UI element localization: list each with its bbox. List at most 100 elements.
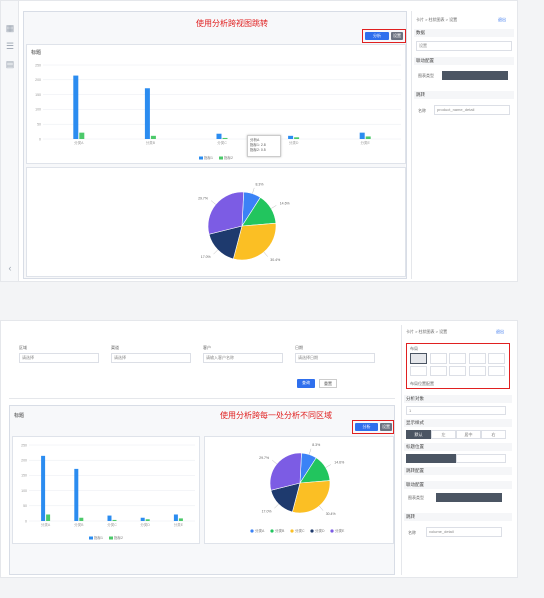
seg-option[interactable]: 居中 [456, 430, 481, 439]
grid-icon[interactable]: ▦ [5, 23, 15, 33]
panel-chart-type-toggle[interactable] [442, 71, 508, 80]
legend-label: 分类E [335, 528, 345, 533]
panel-row-label: 图表类型 [418, 73, 434, 78]
layout-cell[interactable] [488, 353, 505, 364]
layout-cell[interactable] [488, 365, 505, 376]
layers-icon[interactable]: ☰ [5, 41, 15, 51]
pie-data-label: 14.6% [334, 461, 344, 465]
panel-exit-link[interactable]: 退出 [498, 17, 506, 22]
bottom-bar-chart: 250 200 150 100 50 0 分类A 分类B 分类C 分类D 分类E 指标1 指标2 [21, 443, 195, 540]
style-segmented[interactable]: 默认 左 居中 右 [406, 430, 506, 439]
bottom-annotation: 使用分析跨每一处分析不同区域 [220, 411, 332, 420]
seg-option[interactable] [406, 454, 456, 463]
panel-row-label: 图表类型 [408, 495, 424, 500]
seg-option[interactable] [475, 71, 508, 80]
bottom-analyze-button[interactable]: 分析 [355, 423, 378, 431]
x-tick-label: 分类B [74, 522, 84, 527]
bar [173, 514, 178, 521]
reset-button[interactable]: 重置 [319, 379, 337, 388]
panel-chart-type-toggle[interactable] [436, 493, 502, 502]
seg-option[interactable] [469, 493, 502, 502]
pie-data-label: 29.7% [198, 196, 208, 200]
pie-leader-line [325, 464, 331, 468]
x-tick-label: 分类E [174, 522, 184, 527]
pie-leader-line [263, 251, 268, 257]
x-tick-label: 分类A [74, 140, 84, 145]
seg-option[interactable]: 右 [481, 430, 506, 439]
layout-cell[interactable] [468, 365, 486, 376]
layout-cell[interactable] [410, 365, 427, 376]
panel-section-jump[interactable]: 跳转 [404, 513, 512, 521]
panel-select-data[interactable]: 设置 [416, 41, 512, 51]
top-bar-card: 标题 250 200 150 100 50 0 分类A 分类B 分类C 分类D 分类E 指标1 指标2 … [26, 44, 406, 164]
panel-exit-link[interactable]: 退出 [496, 329, 504, 334]
pie-data-label: 17.0% [201, 255, 211, 259]
panel-section-data[interactable]: 数据 [414, 29, 514, 37]
pie-data-label: 30.4% [270, 258, 280, 262]
bottom-highlight-box [352, 420, 394, 434]
seg-option[interactable] [442, 71, 475, 80]
file-icon[interactable]: ▤ [5, 59, 15, 69]
bottom-screenshot: 区域 请选择 渠道 请选择 客户 请输入客户名称 日期 请选择日期 查询 重置 标题 使用分析… [0, 320, 518, 578]
filter-input[interactable]: 请选择 [19, 353, 99, 363]
layout-cell[interactable] [468, 353, 486, 364]
panel-section-jump-config[interactable]: 跳转配置 [404, 467, 512, 475]
y-tick-label: 50 [23, 504, 27, 508]
x-tick-label: 分类B [146, 140, 156, 145]
bar [74, 468, 79, 521]
pie-data-label: 8.3% [312, 443, 320, 447]
layout-cell[interactable] [449, 365, 466, 376]
pie-leader-line [319, 505, 324, 511]
legend-label: 指标2 [114, 535, 123, 540]
filter-input[interactable]: 请选择日期 [295, 353, 375, 363]
seg-option[interactable]: 左 [431, 430, 456, 439]
bottom-pie-chart: 8.3% 14.6% 30.4% 17.0% 29.7% 分类A 分类B 分类C 分类D 分类E [250, 443, 345, 533]
filter-label: 客户 [203, 345, 211, 350]
layout-cell[interactable] [429, 353, 447, 364]
panel-field-input[interactable]: volume_detail [426, 527, 502, 537]
seg-option[interactable] [456, 454, 506, 463]
panel-field-input[interactable]: product_name_detail [434, 105, 510, 115]
layout-highlight-box [406, 343, 510, 389]
panel-section-style[interactable]: 显示样式 [404, 419, 512, 427]
panel-section-linkage[interactable]: 联动配置 [404, 481, 512, 489]
collapse-icon[interactable]: ‹ [8, 263, 12, 273]
panel-section-title-pos[interactable]: 标题位置 [404, 443, 512, 451]
filter-input[interactable]: 请输入客户名称 [203, 353, 283, 363]
layout-cell[interactable] [449, 353, 466, 364]
legend-swatch [290, 529, 294, 533]
panel-section-linkage[interactable]: 联动配置 [414, 57, 514, 65]
panel-select-object[interactable]: 1 [406, 406, 506, 415]
y-tick-label: 200 [21, 459, 27, 463]
y-tick-label: 0 [39, 137, 41, 141]
filter-input[interactable]: 请选择 [111, 353, 191, 363]
panel-section-object[interactable]: 分析对象 [404, 395, 512, 403]
layout-cell[interactable] [429, 365, 447, 376]
legend-label: 分类C [295, 528, 305, 533]
seg-option[interactable]: 默认 [406, 430, 431, 439]
legend-swatch [250, 529, 254, 533]
layout-grid[interactable] [410, 353, 506, 377]
legend-label: 分类B [275, 528, 285, 533]
x-tick-label: 分类D [289, 140, 299, 145]
top-canvas: 使用分析跨视图跳转 分析 设置 标题 250 200 150 100 50 0 分类A 分类B… [23, 11, 407, 279]
top-annotation: 使用分析跨视图跳转 [196, 19, 268, 28]
bottom-pie-card: 8.3% 14.6% 30.4% 17.0% 29.7% 分类A 分类B 分类C 分类D 分类E [204, 436, 394, 544]
pie-leader-line [210, 200, 216, 205]
bottom-settings-button[interactable]: 设置 [380, 423, 392, 431]
title-pos-toggle[interactable] [406, 454, 506, 463]
panel-section-jump[interactable]: 跳转 [414, 91, 514, 99]
top-settings-button[interactable]: 设置 [391, 32, 403, 40]
bar [145, 519, 150, 521]
layout-cell[interactable] [410, 353, 427, 364]
filter-label: 日期 [295, 345, 303, 350]
query-button[interactable]: 查询 [297, 379, 315, 388]
tooltip-line: 指标1: 2.8 [250, 143, 266, 147]
x-tick-label: 分类D [140, 522, 150, 527]
seg-option[interactable] [436, 493, 469, 502]
pie-leader-line [252, 187, 255, 194]
bar [150, 135, 156, 139]
top-analyze-button[interactable]: 分析 [365, 32, 389, 40]
top-card-title: 标题 [31, 50, 42, 56]
y-tick-label: 200 [35, 78, 41, 82]
